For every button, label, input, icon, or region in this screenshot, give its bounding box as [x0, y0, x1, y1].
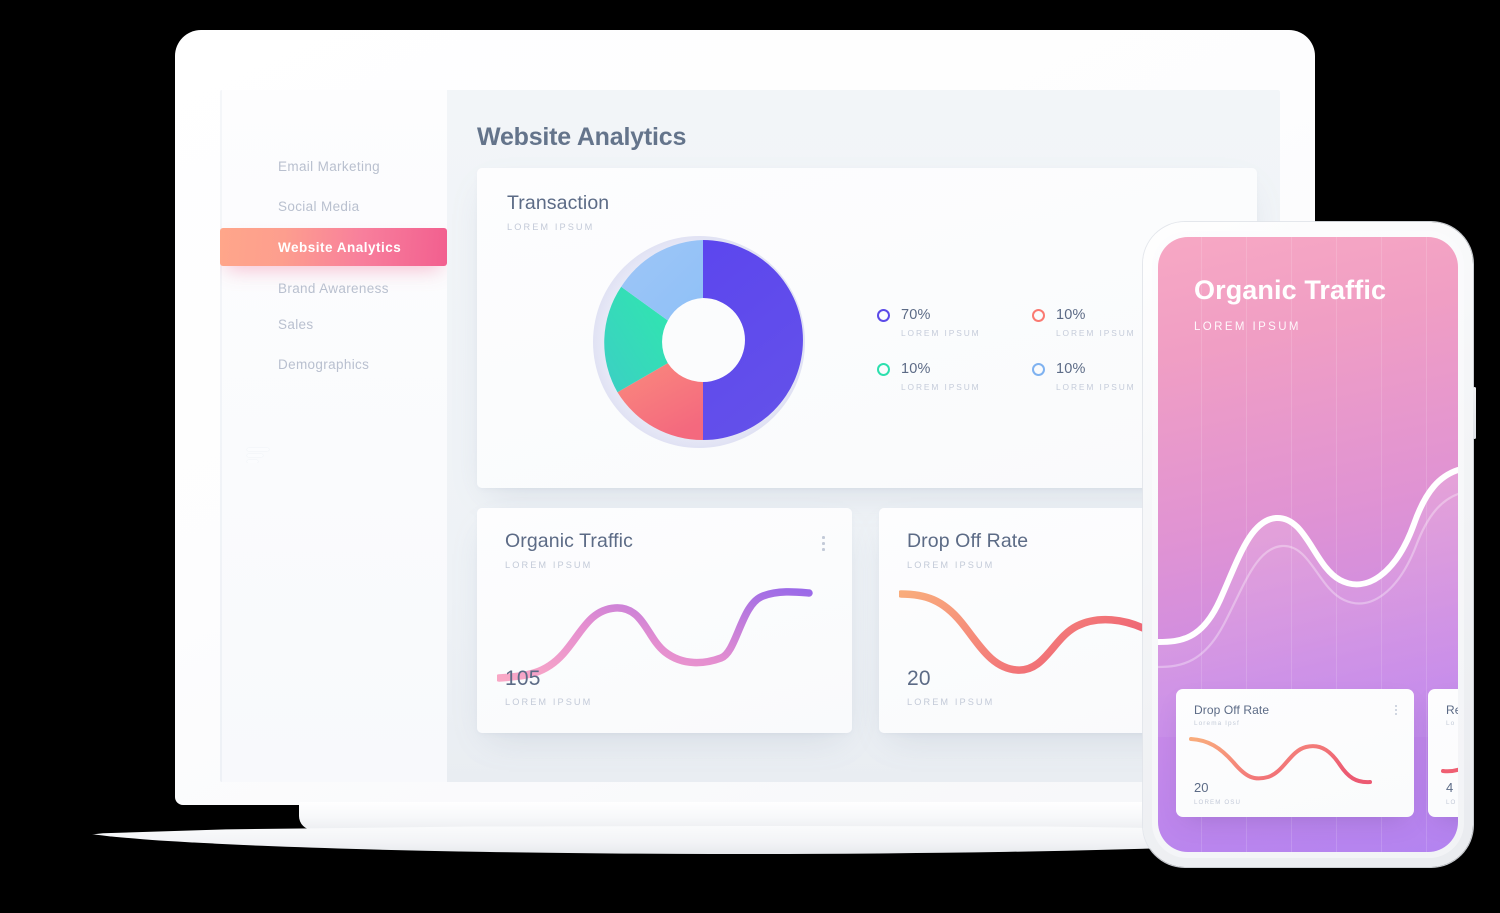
organic-traffic-sparkline: [495, 582, 832, 682]
sidebar-edge: [220, 90, 222, 782]
phone-card-value-label: LO: [1446, 799, 1457, 806]
legend-label: LOREM IPSUM: [901, 328, 981, 338]
transaction-card-subtitle: LOREM IPSUM: [507, 222, 595, 232]
sidebar-item-sales[interactable]: Sales: [220, 306, 447, 342]
phone-card-value: 20: [1194, 780, 1209, 795]
kebab-menu-icon[interactable]: [1395, 705, 1398, 718]
phone-secondary-card: Re Lo 4 LO: [1428, 689, 1458, 817]
phone-area-svg: [1158, 467, 1458, 737]
sidebar-item-website-analytics[interactable]: Website Analytics: [220, 228, 447, 266]
transaction-donut-chart: [587, 224, 819, 456]
phone-card-subtitle: Lo: [1446, 720, 1456, 727]
sidebar: Email Marketing Social Media Website Ana…: [220, 90, 447, 782]
hamburger-menu-icon[interactable]: [247, 448, 269, 463]
sidebar-nav: Email Marketing Social Media Website Ana…: [220, 148, 447, 382]
sidebar-item-brand-awareness[interactable]: Brand Awareness: [220, 270, 447, 306]
phone-card-sparkline: [1188, 731, 1402, 789]
phone-side-button[interactable]: [1472, 387, 1476, 439]
legend-ring-icon: [877, 363, 890, 376]
legend-item[interactable]: 10% LOREM IPSUM: [877, 360, 1032, 392]
phone-sparkline-svg: [1189, 737, 1372, 785]
legend-ring-icon: [1032, 363, 1045, 376]
sidebar-item-email-marketing[interactable]: Email Marketing: [220, 148, 447, 184]
legend-value: 10%: [1056, 361, 1086, 377]
legend-label: LOREM IPSUM: [1056, 382, 1136, 392]
transaction-card-header: Transaction LOREM IPSUM: [507, 192, 609, 232]
kebab-menu-icon[interactable]: [822, 536, 826, 554]
phone-subtitle: LOREM IPSUM: [1194, 321, 1301, 333]
legend-value: 10%: [1056, 307, 1086, 323]
organic-traffic-subtitle: LOREM IPSUM: [505, 560, 593, 570]
organic-traffic-header: Organic Traffic LOREM IPSUM: [505, 530, 633, 570]
drop-off-rate-header: Drop Off Rate LOREM IPSUM: [907, 530, 1028, 570]
laptop-screen: Email Marketing Social Media Website Ana…: [220, 90, 1280, 782]
transaction-card: Transaction LOREM IPSUM: [477, 168, 1257, 488]
phone-card-value: 4: [1446, 780, 1454, 795]
phone-card-title: Re: [1446, 703, 1458, 717]
organic-traffic-value: 105: [505, 667, 541, 690]
gridline: [1201, 237, 1202, 852]
phone-sparkline-svg: [1441, 767, 1458, 774]
legend-value: 70%: [901, 307, 931, 323]
legend-item[interactable]: 10% LOREM IPSUM: [1032, 360, 1187, 392]
sidebar-item-demographics[interactable]: Demographics: [220, 346, 447, 382]
drop-off-rate-value-label: LOREM IPSUM: [907, 697, 995, 707]
transaction-legend: 70% LOREM IPSUM 10% LOREM IPSUM: [877, 306, 1227, 392]
phone-card-value-label: LOREM OSU: [1194, 799, 1242, 806]
sidebar-item-label: Website Analytics: [278, 239, 402, 255]
phone-card-row: Drop Off Rate Lorema Ipsf: [1176, 689, 1458, 817]
phone-screen: Organic Traffic LOREM IPSUM: [1158, 237, 1458, 852]
gridline: [1381, 237, 1382, 852]
sidebar-item-label: Brand Awareness: [278, 280, 389, 296]
organic-traffic-footer: 105 LOREM IPSUM: [505, 667, 592, 707]
sidebar-item-label: Demographics: [278, 356, 370, 372]
phone-title: Organic Traffic: [1194, 275, 1387, 305]
organic-traffic-card: Organic Traffic LOREM IPSUM: [477, 508, 852, 733]
laptop-mockup: Email Marketing Social Media Website Ana…: [62, 30, 1428, 854]
drop-off-rate-footer: 20 LOREM IPSUM: [907, 667, 994, 707]
sidebar-item-label: Email Marketing: [278, 158, 381, 174]
phone-drop-off-rate-card: Drop Off Rate Lorema Ipsf: [1176, 689, 1414, 817]
laptop-hinge-lip: [299, 802, 1204, 830]
legend-value: 10%: [901, 361, 931, 377]
content-inner: Website Analytics Transaction LOREM IPSU…: [447, 90, 1280, 752]
phone-card-sparkline: [1440, 731, 1458, 789]
sidebar-item-label: Social Media: [278, 198, 360, 214]
phone-area-chart: [1158, 462, 1458, 737]
sidebar-item-label: Sales: [278, 316, 314, 332]
transaction-card-title: Transaction: [507, 192, 610, 214]
legend-label: LOREM IPSUM: [901, 382, 981, 392]
donut-svg: [593, 236, 805, 448]
drop-off-rate-subtitle: LOREM IPSUM: [907, 560, 995, 570]
content-area: Website Analytics Transaction LOREM IPSU…: [447, 90, 1280, 782]
drop-off-rate-value: 20: [907, 667, 931, 690]
phone-card-title: Drop Off Rate: [1194, 703, 1270, 717]
drop-off-rate-title: Drop Off Rate: [907, 530, 1029, 552]
page-title: Website Analytics: [477, 123, 687, 151]
legend-label: LOREM IPSUM: [1056, 328, 1136, 338]
organic-traffic-title: Organic Traffic: [505, 530, 633, 552]
organic-traffic-value-label: LOREM IPSUM: [505, 697, 593, 707]
organic-sparkline-svg: [495, 588, 813, 682]
gridline: [1336, 237, 1337, 852]
legend-ring-icon: [877, 309, 890, 322]
phone-card-subtitle: Lorema Ipsf: [1194, 720, 1240, 727]
legend-item[interactable]: 10% LOREM IPSUM: [1032, 306, 1187, 338]
legend-ring-icon: [1032, 309, 1045, 322]
phone-mockup: Organic Traffic LOREM IPSUM: [1143, 222, 1476, 867]
phone-header: Organic Traffic LOREM IPSUM: [1194, 275, 1386, 333]
sidebar-item-social-media[interactable]: Social Media: [220, 188, 447, 224]
legend-item[interactable]: 70% LOREM IPSUM: [877, 306, 1032, 338]
